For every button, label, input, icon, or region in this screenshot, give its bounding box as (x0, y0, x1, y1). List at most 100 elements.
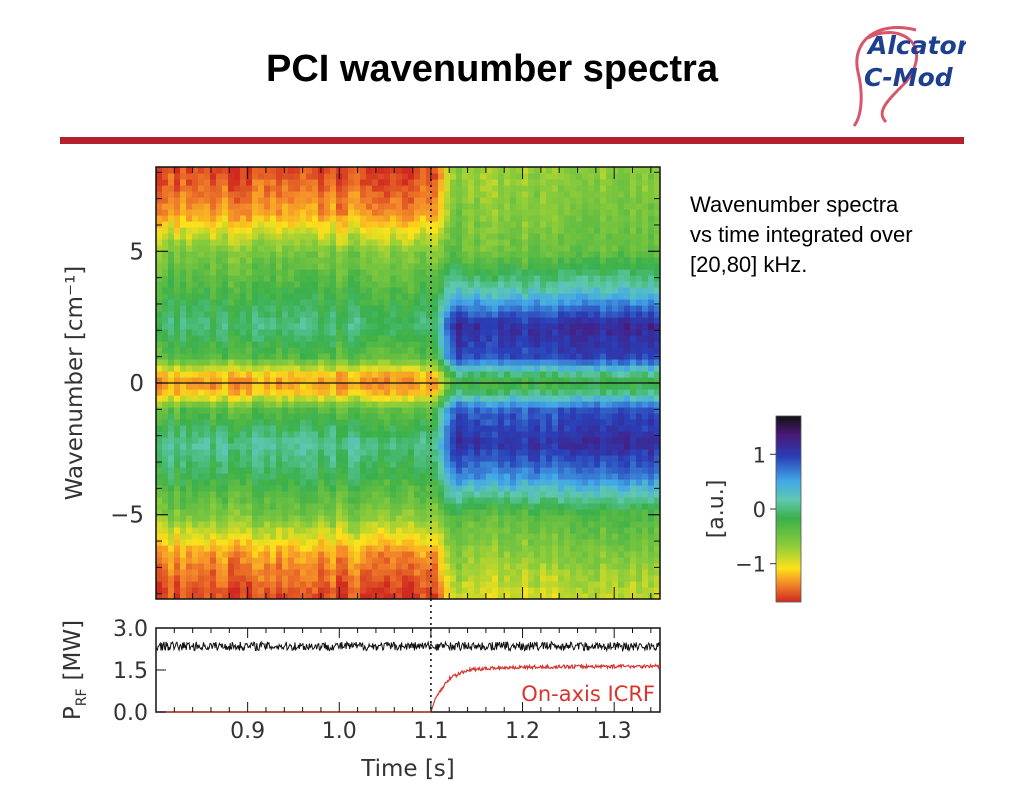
heatmap-cell (276, 551, 283, 558)
heatmap-cell (378, 251, 385, 258)
heatmap-cell (432, 323, 439, 330)
heatmap-cell (354, 443, 361, 450)
heatmap-cell (342, 353, 349, 360)
heatmap-cell (474, 305, 481, 312)
heatmap-cell (306, 167, 313, 174)
heatmap-cell (342, 173, 349, 180)
heatmap-cell (546, 401, 553, 408)
heatmap-cell (570, 479, 577, 486)
heatmap-cell (444, 269, 451, 276)
heatmap-cell (342, 431, 349, 438)
heatmap-cell (180, 263, 187, 270)
heatmap-cell (528, 305, 535, 312)
heatmap-cell (204, 359, 211, 366)
heatmap-cell (510, 341, 517, 348)
heatmap-cell (252, 389, 259, 396)
heatmap-cell (468, 533, 475, 540)
heatmap-cell (516, 287, 523, 294)
heatmap-cell (522, 563, 529, 570)
heatmap-cell (180, 515, 187, 522)
heatmap-cell (366, 377, 373, 384)
heatmap-cell (306, 365, 313, 372)
heatmap-cell (198, 233, 205, 240)
heatmap-cell (258, 539, 265, 546)
heatmap-cell (192, 497, 199, 504)
heatmap-cell (498, 509, 505, 516)
heatmap-cell (276, 557, 283, 564)
heatmap-cell (450, 299, 457, 306)
heatmap-cell (456, 449, 463, 456)
heatmap-cell (456, 371, 463, 378)
heatmap-cell (468, 539, 475, 546)
heatmap-cell (330, 323, 337, 330)
heatmap-cell (564, 191, 571, 198)
heatmap-cell (288, 239, 295, 246)
heatmap-cell (462, 329, 469, 336)
heatmap-cell (492, 173, 499, 180)
heatmap-cell (348, 539, 355, 546)
heatmap-cell (228, 341, 235, 348)
heatmap-cell (270, 491, 277, 498)
heatmap-cell (492, 389, 499, 396)
heatmap-cell (486, 233, 493, 240)
heatmap-cell (246, 341, 253, 348)
heatmap-cell (432, 425, 439, 432)
heatmap-cell (216, 539, 223, 546)
heatmap-cell (360, 395, 367, 402)
heatmap-cell (342, 365, 349, 372)
heatmap-cell (492, 383, 499, 390)
heatmap-cell (330, 449, 337, 456)
heatmap-cell (558, 359, 565, 366)
heatmap-cell (216, 299, 223, 306)
heatmap-cell (504, 533, 511, 540)
heatmap-cell (486, 461, 493, 468)
heatmap-cell (546, 179, 553, 186)
heatmap-cell (396, 359, 403, 366)
heatmap-cell (216, 491, 223, 498)
heatmap-cell (468, 563, 475, 570)
heatmap-cell (282, 359, 289, 366)
heatmap-cell (540, 575, 547, 582)
heatmap-cell (504, 485, 511, 492)
heatmap-cell (342, 593, 349, 599)
heatmap-cell (390, 569, 397, 576)
heatmap-cell (498, 515, 505, 522)
heatmap-cell (444, 245, 451, 252)
heatmap-cell (210, 209, 217, 216)
heatmap-cell (426, 461, 433, 468)
heatmap-cell (408, 563, 415, 570)
heatmap-cell (330, 281, 337, 288)
heatmap-cell (252, 383, 259, 390)
heatmap-cell (246, 167, 253, 174)
heatmap-cell (282, 191, 289, 198)
heatmap-cell (186, 335, 193, 342)
heatmap-cell (516, 191, 523, 198)
heatmap-cell (210, 167, 217, 174)
heatmap-cell (426, 311, 433, 318)
heatmap-cell (492, 317, 499, 324)
heatmap-cell (264, 221, 271, 228)
heatmap-cell (486, 539, 493, 546)
heatmap-cell (372, 251, 379, 258)
heatmap-cell (192, 215, 199, 222)
heatmap-cell (462, 521, 469, 528)
heatmap-cell (390, 347, 397, 354)
heatmap-cell (282, 503, 289, 510)
heatmap-cell (294, 347, 301, 354)
heatmap-cell (510, 425, 517, 432)
heatmap-cell (240, 431, 247, 438)
heatmap-cell (216, 257, 223, 264)
heatmap-cell (420, 179, 427, 186)
heatmap-cell (294, 377, 301, 384)
heatmap-cell (366, 341, 373, 348)
heatmap-cell (540, 257, 547, 264)
heatmap-cell (348, 455, 355, 462)
heatmap-cell (312, 245, 319, 252)
heatmap-cell (516, 449, 523, 456)
heatmap-cell (474, 167, 481, 174)
heatmap-cell (558, 203, 565, 210)
heatmap-cell (222, 569, 229, 576)
heatmap-cell (366, 371, 373, 378)
heatmap-cell (240, 209, 247, 216)
heatmap-cell (474, 569, 481, 576)
